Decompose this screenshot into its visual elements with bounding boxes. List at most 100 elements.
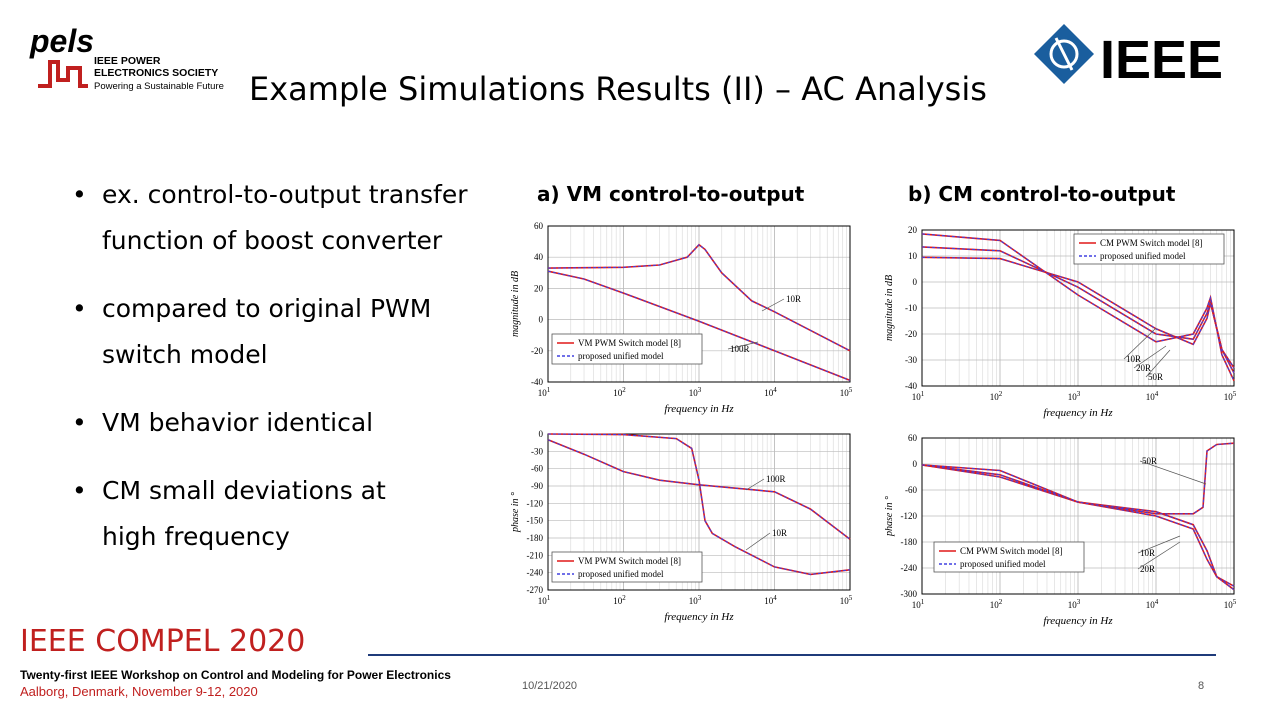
pels-waveform-icon (38, 60, 88, 88)
annotation-label: 10R (772, 528, 787, 538)
annotation-leader (1145, 349, 1171, 378)
legend-box (933, 541, 1085, 573)
y-tick-label: 10 (908, 251, 918, 261)
series-line-unified-10R (547, 243, 851, 352)
x-tick-exponent: 4 (1155, 598, 1159, 606)
annotation-leader (1137, 541, 1181, 570)
series-line-unified-10R (547, 433, 851, 575)
x-tick-label: 102 (990, 390, 1003, 402)
annotation-leader (761, 298, 785, 312)
plot-frame (547, 225, 851, 383)
plot-frame (921, 229, 1235, 387)
plot-frame (547, 433, 851, 591)
x-tick-exponent: 4 (773, 594, 777, 602)
legend-label-unified: proposed unified model (1100, 251, 1186, 261)
x-tick-exponent: 3 (698, 386, 702, 394)
bullet-item: VM behavior identical (70, 400, 500, 446)
legend-label-model: VM PWM Switch model [8] (578, 338, 681, 348)
slide-title: Example Simulations Results (II) – AC An… (249, 70, 987, 108)
series-line-unified-10R (921, 464, 1235, 587)
x-tick-label: 102 (613, 386, 626, 398)
slide-number: 8 (1198, 680, 1205, 692)
x-tick-label: 102 (613, 594, 626, 606)
legend-label-unified: proposed unified model (578, 351, 664, 361)
x-tick-exponent: 2 (999, 598, 1003, 606)
y-tick-label: -30 (905, 355, 917, 365)
annotation-leader (1139, 460, 1207, 485)
x-tick-label: 101 (912, 598, 925, 610)
y-axis-label: magnitude in dB (510, 271, 521, 337)
annotation-label: 20R (1136, 363, 1151, 373)
series-line-unified-50R (921, 442, 1235, 515)
pels-tagline: Powering a Sustainable Future (94, 81, 224, 92)
x-tick-label: 105 (1224, 390, 1237, 402)
plot-frame (921, 437, 1235, 595)
y-axis-label: phase in ° (510, 492, 521, 533)
legend-box (1073, 233, 1225, 265)
y-tick-label: 0 (539, 315, 544, 325)
x-tick-exponent: 5 (1233, 598, 1237, 606)
annotation-label: 50R (1142, 456, 1157, 466)
legend-label-model: CM PWM Switch model [8] (1100, 238, 1203, 248)
legend-box (551, 333, 703, 365)
legend-label-model: VM PWM Switch model [8] (578, 556, 681, 566)
conference-name: IEEE COMPEL 2020 (20, 624, 306, 659)
x-tick-label: 101 (912, 390, 925, 402)
x-tick-exponent: 5 (849, 594, 853, 602)
footer-rule (368, 654, 1216, 656)
series-line-unified-20R (921, 464, 1235, 591)
annotation-label: 100R (766, 474, 786, 484)
annotation-label: 10R (786, 294, 801, 304)
x-tick-exponent: 5 (1233, 390, 1237, 398)
annotation-leader (1137, 535, 1181, 554)
y-tick-label: -20 (531, 346, 543, 356)
x-tick-exponent: 4 (1155, 390, 1159, 398)
pels-line2: ELECTRONICS SOCIETY (94, 67, 218, 79)
y-tick-label: 0 (913, 277, 918, 287)
x-tick-exponent: 1 (921, 390, 925, 398)
chart-heading-cm: b) CM control-to-output (908, 182, 1176, 206)
annotation-leader (745, 478, 765, 491)
annotation-label: 10R (1126, 354, 1141, 364)
ieee-wordmark: IEEE (1100, 30, 1223, 90)
y-axis-label: magnitude in dB (884, 275, 895, 341)
legend-box (551, 551, 703, 583)
y-tick-label: -270 (527, 585, 544, 595)
x-tick-exponent: 1 (547, 386, 551, 394)
slide-date: 10/21/2020 (522, 680, 578, 692)
annotation-label: 100R (730, 344, 750, 354)
legend-label-unified: proposed unified model (578, 569, 664, 579)
y-tick-label: -150 (527, 516, 544, 526)
x-tick-label: 103 (1068, 390, 1081, 402)
x-axis-label: frequency in Hz (664, 403, 734, 415)
y-tick-label: -60 (905, 485, 917, 495)
pels-logo: pels IEEE POWER ELECTRONICS SOCIETY Powe… (29, 24, 224, 92)
x-tick-exponent: 2 (999, 390, 1003, 398)
x-tick-exponent: 3 (1077, 390, 1081, 398)
pels-line1: IEEE POWER (94, 55, 161, 67)
series-line-unified-50R (921, 233, 1235, 382)
annotation-leader (727, 341, 759, 350)
x-tick-label: 103 (1068, 598, 1081, 610)
series-line-unified-100R (547, 270, 851, 381)
y-tick-label: -30 (531, 446, 543, 456)
y-tick-label: 60 (908, 433, 918, 443)
x-tick-label: 105 (840, 594, 853, 606)
y-tick-label: -240 (901, 563, 918, 573)
y-tick-label: 0 (913, 459, 918, 469)
x-tick-label: 103 (689, 594, 702, 606)
y-tick-label: -60 (531, 464, 543, 474)
annotation-label: 20R (1140, 564, 1155, 574)
x-tick-exponent: 2 (622, 594, 626, 602)
x-tick-label: 101 (538, 594, 551, 606)
y-tick-label: -300 (901, 589, 918, 599)
x-tick-label: 102 (990, 598, 1003, 610)
workshop-location: Aalborg, Denmark, November 9-12, 2020 (20, 684, 258, 699)
